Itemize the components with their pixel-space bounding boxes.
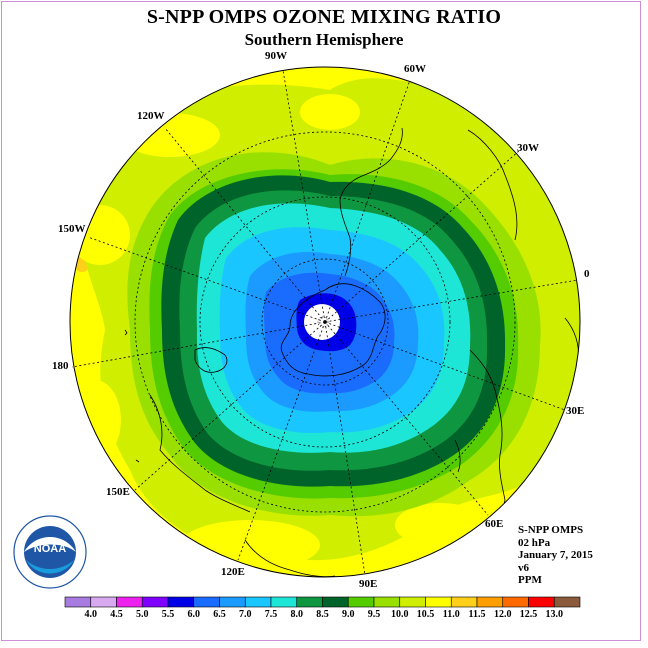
colorbar: [64, 596, 581, 608]
colorbar-tick-label: 9.5: [367, 609, 381, 620]
colorbar-swatch: [399, 596, 426, 608]
ozone-band-outer: [70, 380, 121, 460]
map-subtitle: Southern Hemisphere: [244, 30, 404, 49]
colorbar-swatch: [553, 596, 581, 608]
colorbar-tick-label: 4.5: [110, 609, 123, 620]
colorbar-tick-label: 10.5: [416, 609, 435, 620]
colorbar-tick-label: 11.5: [468, 609, 486, 620]
colorbar-swatch: [296, 596, 323, 608]
meridian-label-0: 0: [584, 268, 590, 280]
info-units: PPM: [518, 574, 542, 586]
meridian-label-60e: 60E: [485, 518, 504, 530]
colorbar-tick-label: 7.5: [264, 609, 278, 620]
colorbar-tick-label: 12.5: [519, 609, 538, 620]
meridian-label-150e: 150E: [106, 486, 130, 498]
colorbar-tick-label: 7.0: [239, 609, 252, 620]
colorbar-swatch: [528, 596, 555, 608]
colorbar-tick-label: 5.0: [136, 609, 149, 620]
map-boundary: [69, 66, 581, 578]
colorbar-swatch: [425, 596, 452, 608]
colorbar-tick-label: 4.0: [84, 609, 98, 620]
graticule: [71, 69, 579, 576]
coastlines: [124, 127, 579, 577]
info-version: v6: [518, 561, 529, 574]
colorbar-swatch: [244, 596, 272, 608]
colorbar-tick-label: 11.0: [442, 609, 460, 620]
meridian-label-150w: 150W: [58, 223, 86, 235]
noaa-logo-text: NOAA: [34, 543, 66, 555]
meridian-label-180: 180: [52, 360, 69, 372]
meridian-label-120w: 120W: [137, 110, 165, 122]
colorbar-tick-label: 8.0: [290, 609, 304, 620]
colorbar-swatch: [347, 596, 375, 608]
colorbar-swatch: [322, 596, 349, 608]
product-info: S-NPP OMPS 02 hPa January 7, 2015 v6 PPM: [518, 524, 593, 587]
map-title: S-NPP OMPS OZONE MIXING RATIO: [146, 6, 502, 28]
meridian-label-90e: 90E: [359, 578, 378, 590]
info-level: 02 hPa: [518, 536, 551, 549]
colorbar-tick-label: 12.0: [494, 609, 512, 620]
colorbar-tick-label: 5.5: [161, 609, 175, 620]
ozone-field: [70, 67, 580, 577]
colorbar-tick-label: 8.5: [316, 609, 329, 620]
colorbar-swatch: [141, 596, 169, 608]
meridian-label-30w: 30W: [517, 142, 539, 154]
polar-night-region: [304, 304, 340, 340]
colorbar-tick-label: 10.0: [391, 609, 409, 620]
meridian-label-120e: 120E: [221, 566, 245, 578]
colorbar-swatch: [450, 596, 478, 608]
noaa-logo: NOAA: [13, 515, 87, 589]
colorbar-tick-label: 6.0: [187, 609, 201, 620]
ozone-band-outer: [300, 94, 360, 130]
ozone-band-outer: [395, 503, 485, 547]
meridian-label-60w: 60W: [404, 63, 426, 75]
colorbar-swatch: [219, 596, 246, 608]
colorbar-swatch: [373, 596, 401, 608]
info-instrument: S-NPP OMPS: [518, 524, 584, 536]
meridian-label-90w: 90W: [265, 50, 287, 62]
colorbar-swatch: [90, 596, 117, 608]
colorbar-tick-label: 6.5: [213, 609, 226, 620]
colorbar-swatch: [270, 596, 298, 608]
meridian-label-30e: 30E: [566, 405, 585, 417]
colorbar-swatch: [193, 596, 220, 608]
colorbar-swatch: [116, 596, 143, 608]
colorbar-swatch: [64, 596, 92, 608]
colorbar-tick-label: 9.0: [342, 609, 355, 620]
info-date: January 7, 2015: [518, 549, 593, 561]
pole-marker: [317, 316, 329, 328]
colorbar-swatch: [476, 596, 504, 608]
colorbar-swatch: [502, 596, 529, 608]
colorbar-tick-label: 13.0: [545, 609, 564, 620]
colorbar-swatch: [167, 596, 195, 608]
